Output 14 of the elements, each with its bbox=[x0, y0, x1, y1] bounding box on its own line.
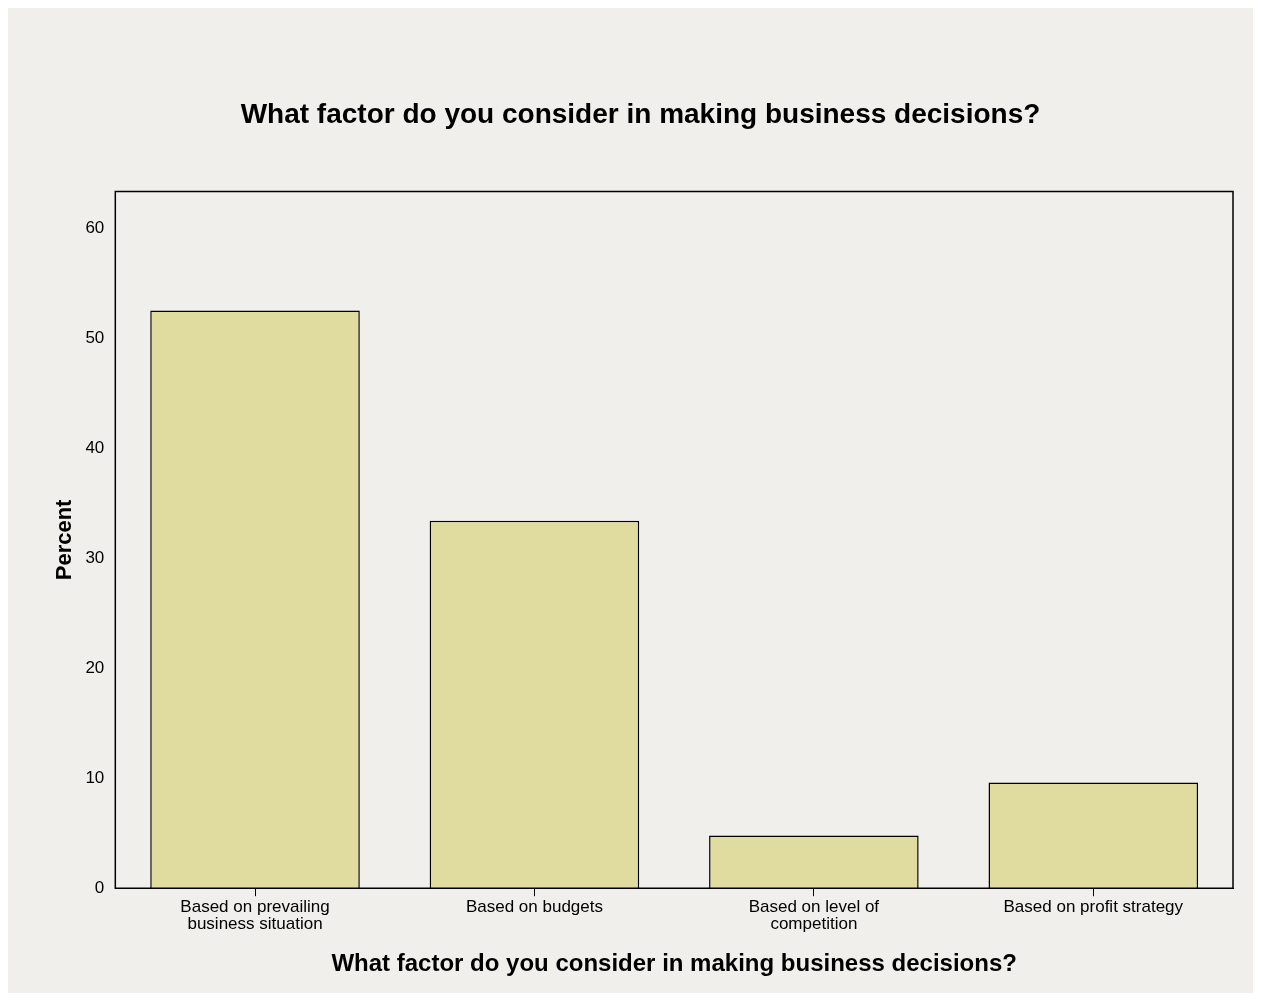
y-tick-label: 30 bbox=[85, 547, 105, 567]
y-tick-label: 20 bbox=[85, 657, 105, 677]
x-tick-label: Based on profit strategy bbox=[1003, 897, 1184, 917]
x-tick-label: Based on level of competition bbox=[748, 897, 880, 934]
x-tick-label: Based on budgets bbox=[465, 897, 603, 917]
y-tick-label: 60 bbox=[85, 217, 105, 237]
y-tick-label: 50 bbox=[85, 327, 105, 347]
y-tick-label: 10 bbox=[85, 767, 105, 787]
y-tick-label: 40 bbox=[85, 437, 105, 457]
y-tick-label: 0 bbox=[94, 877, 105, 897]
chart-title: What factor do you consider in making business decisions? bbox=[240, 97, 1041, 129]
x-axis-title: What factor do you consider in making business decisions? bbox=[331, 949, 1017, 977]
y-axis-title: Percent bbox=[51, 498, 77, 581]
x-tick-label: Based on prevailing business situation bbox=[180, 897, 330, 934]
